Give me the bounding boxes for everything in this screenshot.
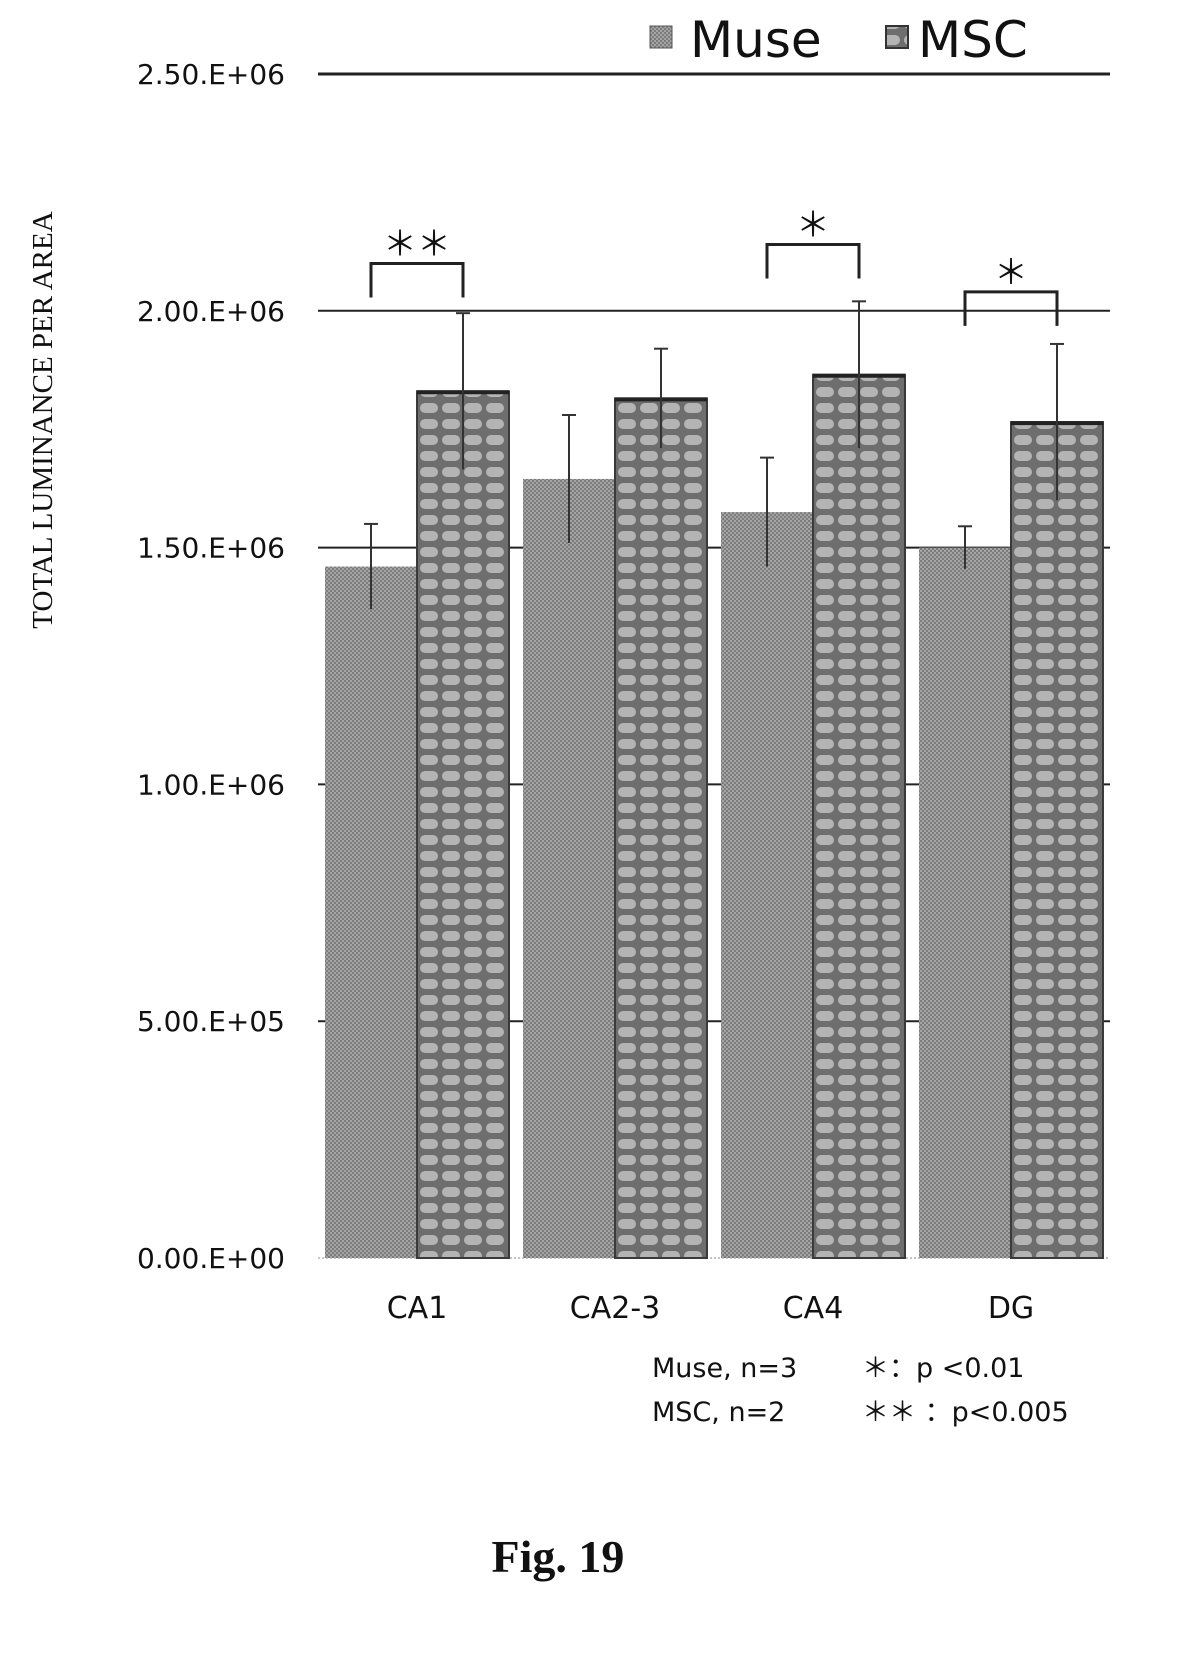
significance-bracket-dg	[963, 290, 1059, 326]
note-msc-n: MSC, n=2	[652, 1397, 785, 1428]
bars	[325, 373, 1104, 1259]
bar-msc-ca4	[812, 373, 906, 1259]
y-tick-label-1: 5.00.E+05	[137, 1005, 285, 1038]
legend: Muse MSC	[649, 11, 1028, 69]
error-bars	[364, 300, 1064, 610]
significance-marker-ca1: ＊＊	[383, 224, 451, 264]
legend-swatch-muse	[649, 25, 673, 49]
significance-bracket-ca1	[369, 261, 465, 298]
bar-muse-ca4	[721, 512, 813, 1258]
x-category-label-ca4: CA4	[783, 1291, 844, 1326]
note-p1: ＊：p <0.01	[862, 1353, 1024, 1384]
figure-caption: Fig. 19	[492, 1531, 625, 1582]
bar-msc-ca2-3	[614, 397, 708, 1259]
legend-swatch-msc	[885, 25, 909, 49]
significance-marker-ca4: ＊	[796, 205, 830, 245]
bar-msc-ca1	[416, 390, 510, 1259]
y-tick-labels: 0.00.E+00 5.00.E+05 1.00.E+06 1.50.E+06 2.00…	[137, 58, 285, 1275]
significance-bracket-ca4	[765, 242, 861, 279]
x-category-labels: CA1 CA2-3 CA4 DG	[387, 1291, 1034, 1326]
y-tick-label-2: 1.00.E+06	[137, 768, 285, 801]
bar-msc-dg	[1010, 421, 1104, 1259]
note-muse-n: Muse, n=3	[652, 1353, 797, 1384]
y-axis-label: TOTAL LUMINANCE PER AREA	[27, 211, 59, 628]
significance-brackets: ＊＊ ＊＊	[369, 205, 1059, 326]
x-category-label-ca1: CA1	[387, 1291, 448, 1326]
y-tick-label-0: 0.00.E+00	[137, 1242, 285, 1275]
y-tick-label-3: 1.50.E+06	[137, 532, 285, 565]
notes: Muse, n=3 MSC, n=2 ＊：p <0.01 ＊＊ ：p<0.005	[652, 1353, 1069, 1428]
significance-marker-dg: ＊	[994, 253, 1028, 293]
x-category-label-ca2-3: CA2-3	[570, 1291, 660, 1326]
legend-label-muse: Muse	[690, 11, 822, 69]
bar-muse-ca1	[325, 566, 417, 1258]
legend-label-msc: MSC	[918, 11, 1028, 69]
bar-muse-ca2-3	[523, 478, 615, 1259]
y-tick-label-5: 2.50.E+06	[137, 58, 285, 91]
y-tick-label-4: 2.00.E+06	[137, 295, 285, 328]
x-category-label-dg: DG	[988, 1291, 1034, 1326]
bar-muse-dg	[919, 547, 1011, 1258]
note-p2: ＊＊ ：p<0.005	[862, 1397, 1069, 1428]
